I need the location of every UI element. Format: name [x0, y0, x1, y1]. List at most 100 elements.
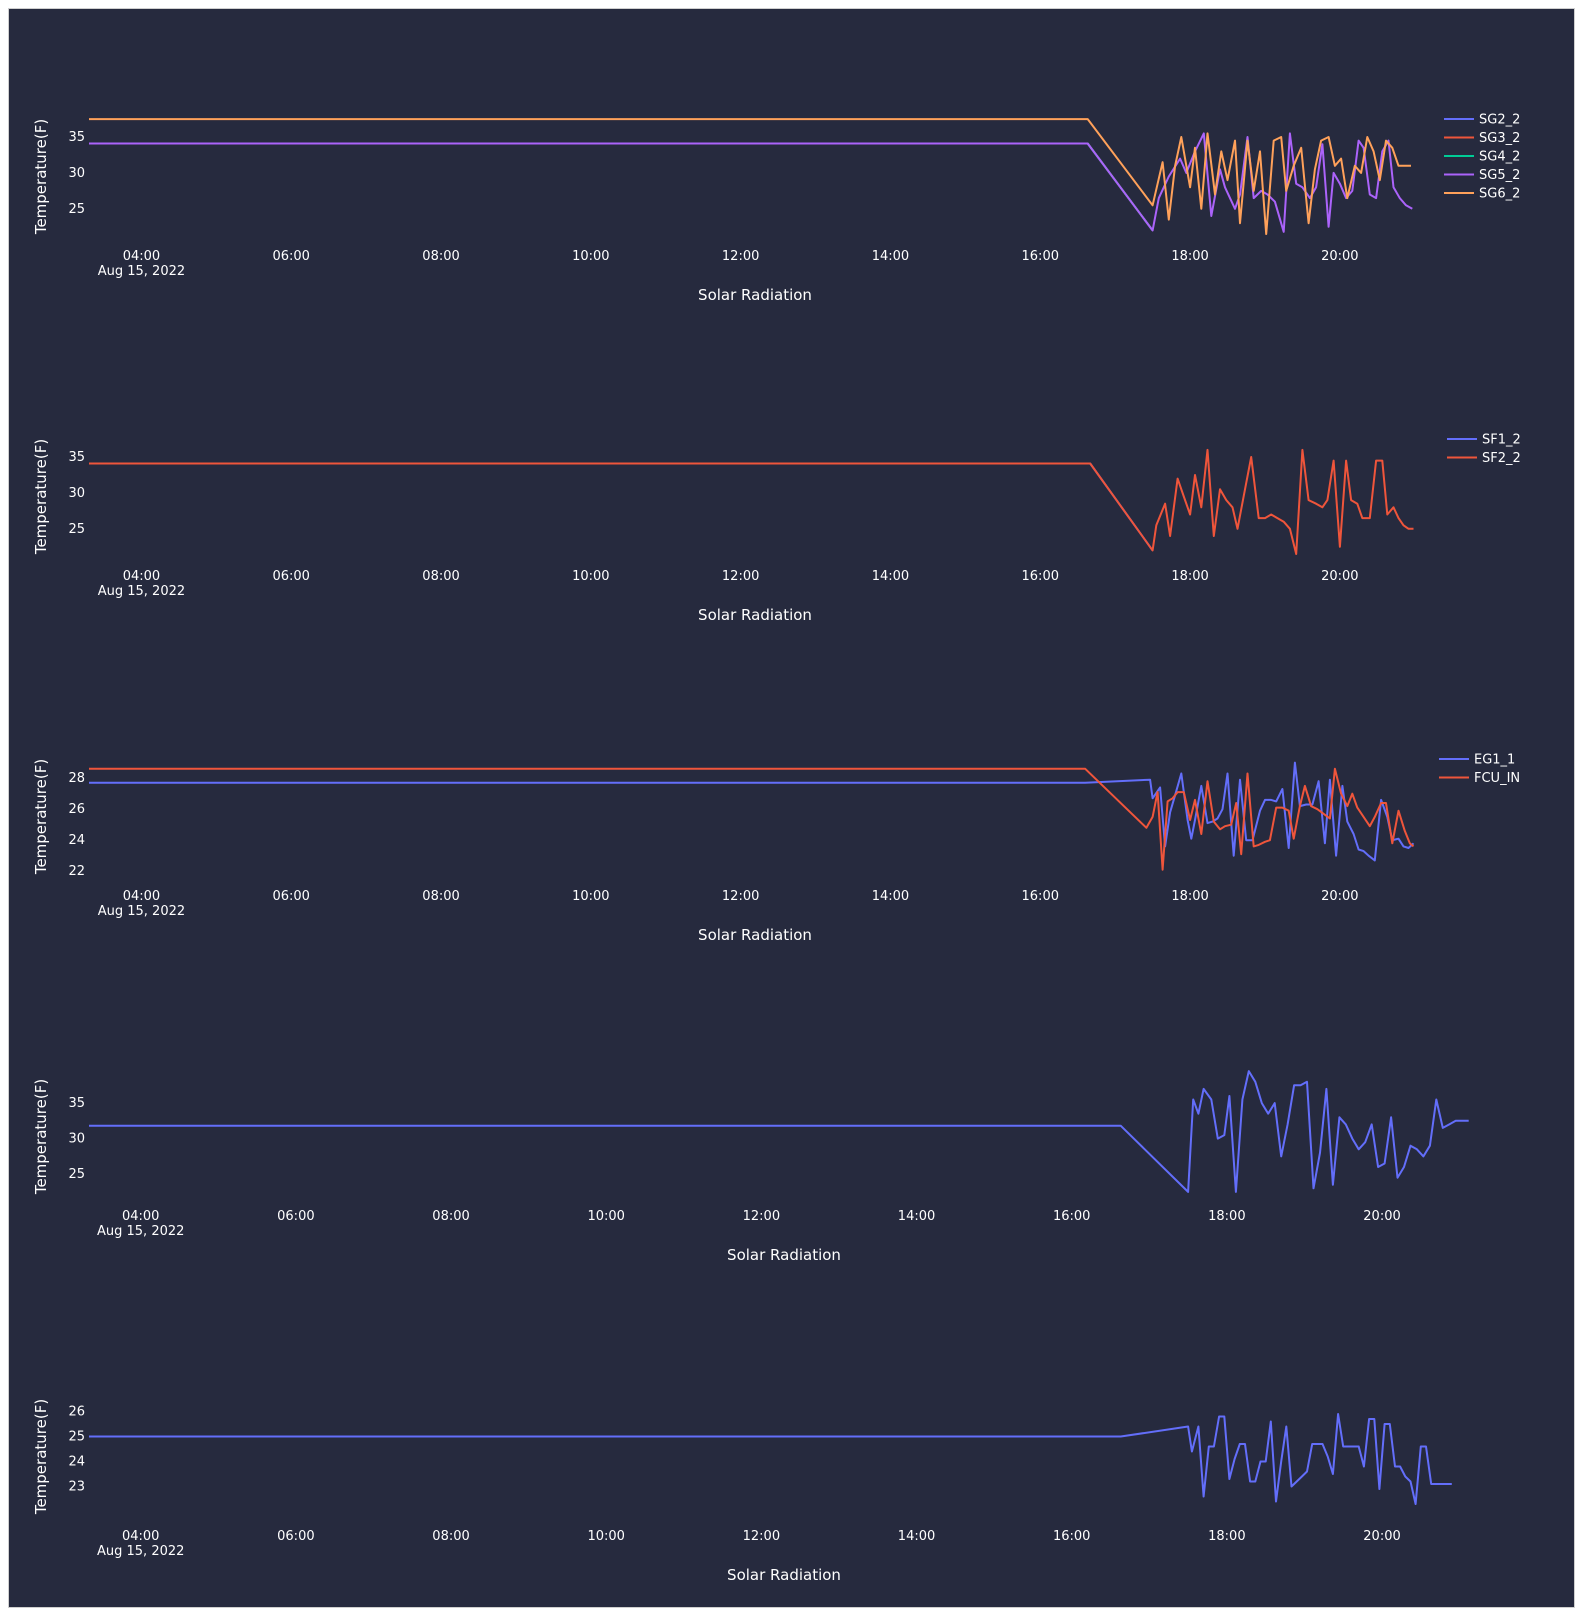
x-tick-label: 18:00	[1208, 1529, 1245, 1544]
x-tick-label: 16:00	[1022, 569, 1059, 584]
y-tick-label: 26	[68, 802, 85, 817]
x-axis-title: Solar Radiation	[698, 286, 812, 304]
x-tick-label: 18:00	[1171, 569, 1208, 584]
y-axis-title: Temperature(F)	[32, 1399, 50, 1515]
x-tick-label: 18:00	[1171, 889, 1208, 904]
x-tick-label: 20:00	[1321, 249, 1358, 264]
x-tick-label: 12:00	[722, 569, 759, 584]
y-tick-label: 30	[68, 486, 85, 501]
series-line-1	[89, 1413, 1452, 1505]
y-tick-label: 22	[68, 864, 85, 879]
x-tick-date-label: Aug 15, 2022	[97, 1544, 184, 1559]
x-tick-label: 12:00	[743, 1529, 780, 1544]
y-tick-label: 25	[68, 522, 85, 537]
series-line-1	[89, 1070, 1469, 1193]
x-tick-label: 18:00	[1171, 249, 1208, 264]
x-tick-label: 16:00	[1022, 889, 1059, 904]
x-tick-label: 10:00	[587, 1529, 624, 1544]
x-axis-title: Solar Radiation	[698, 606, 812, 624]
x-axis-title: Solar Radiation	[727, 1566, 841, 1584]
legend-label[interactable]: SF2_2	[1482, 451, 1521, 466]
y-tick-label: 25	[68, 1167, 85, 1182]
x-tick-label: 10:00	[572, 569, 609, 584]
x-tick-label: 20:00	[1321, 569, 1358, 584]
legend-label[interactable]: SF1_2	[1482, 433, 1521, 448]
x-tick-label: 14:00	[872, 249, 909, 264]
x-tick-label: 12:00	[722, 249, 759, 264]
legend: SF1_2 SF2_2	[1447, 433, 1521, 466]
figure-canvas: 25 30 35 04:00 Aug 15, 2022 06:00 08:00 10:00 12…	[8, 8, 1575, 1608]
x-tick-label: 06:00	[272, 889, 309, 904]
y-tick-label: 24	[68, 1455, 85, 1470]
x-tick-label: 06:00	[277, 1209, 314, 1224]
y-axis-title: Temperature(F)	[32, 439, 50, 555]
y-tick-label: 30	[68, 1132, 85, 1147]
y-tick-label: 35	[68, 1096, 85, 1111]
legend-label[interactable]: EG1_1	[1474, 753, 1515, 768]
y-tick-label: 25	[68, 202, 85, 217]
y-tick-label: 28	[68, 771, 85, 786]
x-tick-label: 20:00	[1363, 1529, 1400, 1544]
x-tick-label: 08:00	[432, 1209, 469, 1224]
y-tick-label: 26	[68, 1405, 85, 1420]
series-line-sf1_2	[89, 462, 1154, 551]
legend-label[interactable]: SG6_2	[1479, 187, 1520, 202]
series-line-sg4_2	[89, 142, 1154, 231]
x-tick-label: 06:00	[272, 249, 309, 264]
legend: SG2_2 SG3_2 SG4_2 SG5_2 SG6_2	[1444, 113, 1520, 202]
x-tick-label: 06:00	[272, 569, 309, 584]
x-tick-label: 08:00	[422, 249, 459, 264]
y-axis-title: Temperature(F)	[32, 119, 50, 235]
y-tick-label: 35	[68, 450, 85, 465]
series-line-sg6_2	[89, 118, 1411, 235]
y-tick-label: 35	[68, 130, 85, 145]
y-tick-label: 24	[68, 833, 85, 848]
y-tick-label: 30	[68, 166, 85, 181]
legend-label[interactable]: SG3_2	[1479, 131, 1520, 146]
x-tick-label: 08:00	[422, 889, 459, 904]
x-tick-label: 04:00	[123, 889, 160, 904]
x-tick-label: 04:00	[123, 249, 160, 264]
x-tick-label: 14:00	[898, 1529, 935, 1544]
x-tick-label: 18:00	[1208, 1209, 1245, 1224]
x-tick-label: 16:00	[1053, 1209, 1090, 1224]
legend-label[interactable]: SG5_2	[1479, 168, 1520, 183]
legend-label[interactable]: FCU_IN	[1474, 771, 1520, 786]
x-tick-label: 12:00	[722, 889, 759, 904]
x-tick-label: 10:00	[587, 1209, 624, 1224]
x-tick-date-label: Aug 15, 2022	[98, 264, 185, 279]
series-line-fcu_in	[89, 767, 1415, 871]
y-tick-label: 25	[68, 1430, 85, 1445]
x-tick-label: 08:00	[432, 1529, 469, 1544]
x-tick-label: 12:00	[743, 1209, 780, 1224]
y-tick-label: 23	[68, 1480, 85, 1495]
x-tick-label: 10:00	[572, 249, 609, 264]
legend-label[interactable]: SG2_2	[1479, 113, 1520, 128]
x-tick-date-label: Aug 15, 2022	[97, 1224, 184, 1239]
y-axis-title: Temperature(F)	[32, 1079, 50, 1195]
x-tick-label: 16:00	[1022, 249, 1059, 264]
x-tick-label: 08:00	[422, 569, 459, 584]
series-line-sg3_2	[89, 142, 1154, 231]
y-axis-title: Temperature(F)	[32, 759, 50, 875]
x-tick-label: 14:00	[872, 569, 909, 584]
x-tick-label: 04:00	[122, 1209, 159, 1224]
x-tick-date-label: Aug 15, 2022	[98, 904, 185, 919]
x-tick-label: 04:00	[122, 1529, 159, 1544]
x-tick-label: 06:00	[277, 1529, 314, 1544]
x-tick-label: 20:00	[1363, 1209, 1400, 1224]
legend-label[interactable]: SG4_2	[1479, 150, 1520, 165]
x-tick-label: 20:00	[1321, 889, 1358, 904]
x-tick-label: 04:00	[123, 569, 160, 584]
x-axis-title: Solar Radiation	[727, 1246, 841, 1264]
x-axis-title: Solar Radiation	[698, 926, 812, 944]
x-tick-label: 10:00	[572, 889, 609, 904]
series-line-eg1_1	[89, 761, 1415, 862]
legend: EG1_1 FCU_IN	[1439, 753, 1520, 786]
series-line-sg2_2	[89, 142, 1154, 231]
